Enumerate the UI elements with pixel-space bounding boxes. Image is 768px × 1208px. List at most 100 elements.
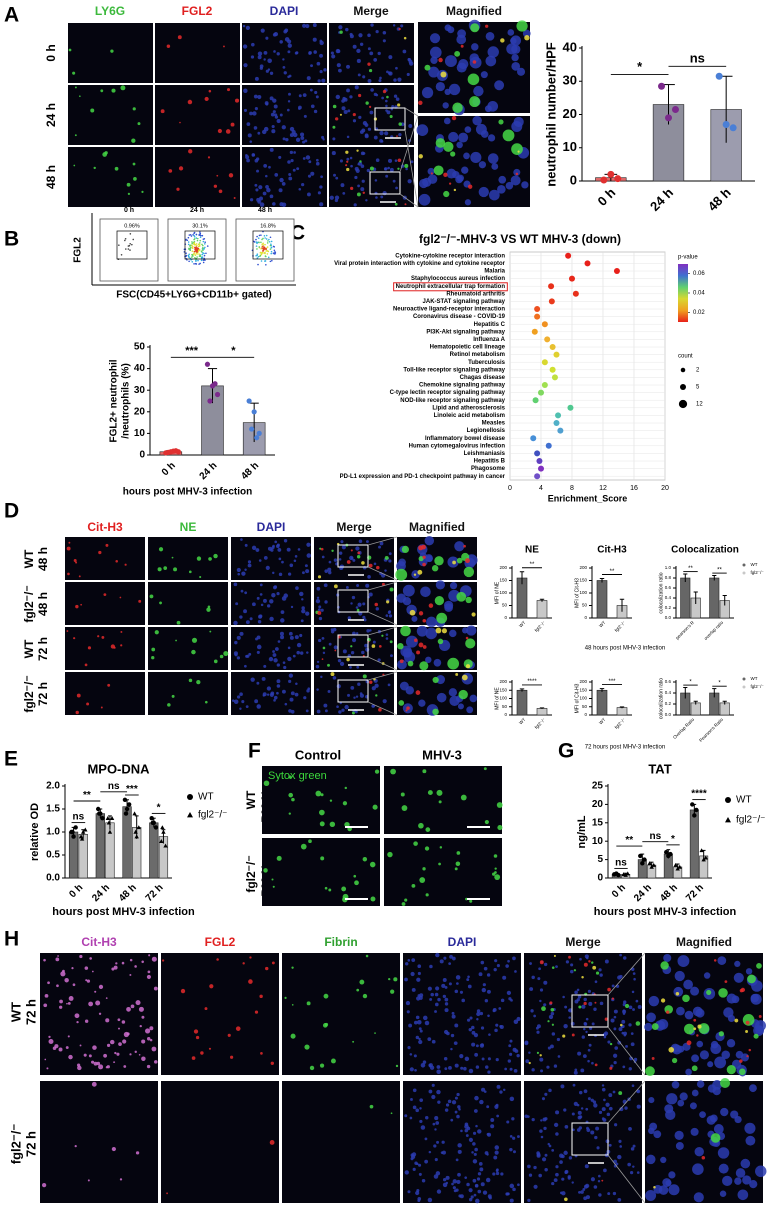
cell bbox=[255, 188, 259, 192]
cell bbox=[315, 664, 320, 669]
cell bbox=[299, 651, 304, 655]
cell bbox=[390, 654, 393, 658]
cell bbox=[98, 1064, 104, 1070]
cell bbox=[576, 1103, 580, 1107]
cell bbox=[530, 1009, 534, 1013]
cell bbox=[578, 1126, 583, 1130]
cell bbox=[506, 990, 512, 995]
cell bbox=[498, 175, 507, 184]
cell bbox=[283, 665, 287, 670]
flow-plot bbox=[99, 218, 159, 282]
cell bbox=[427, 986, 432, 991]
zoom-line bbox=[607, 952, 646, 996]
cell bbox=[607, 1192, 611, 1196]
cell bbox=[336, 705, 339, 709]
cell bbox=[583, 1022, 588, 1026]
cell bbox=[376, 565, 380, 570]
legend-label: 5 bbox=[696, 385, 700, 391]
sig-label: ns bbox=[690, 51, 705, 66]
cell bbox=[422, 867, 426, 871]
cell bbox=[73, 164, 76, 167]
cell bbox=[444, 603, 453, 612]
cell bbox=[323, 703, 328, 708]
bar bbox=[616, 707, 628, 716]
cell bbox=[331, 151, 336, 156]
cell bbox=[468, 1197, 473, 1202]
cell bbox=[191, 637, 198, 643]
cell bbox=[544, 1092, 548, 1096]
cell bbox=[356, 554, 361, 559]
cell bbox=[123, 1065, 127, 1068]
event bbox=[185, 252, 187, 255]
cell bbox=[159, 601, 162, 605]
event bbox=[129, 249, 131, 251]
cell bbox=[455, 975, 461, 980]
cell bbox=[319, 53, 323, 58]
cell bbox=[385, 109, 388, 112]
cell bbox=[173, 567, 178, 572]
cell bbox=[443, 1057, 448, 1061]
cell bbox=[595, 1126, 600, 1131]
zoom-line bbox=[607, 1026, 646, 1076]
cell bbox=[390, 989, 395, 994]
event bbox=[200, 251, 203, 253]
event bbox=[199, 236, 202, 239]
row-label: 72 h bbox=[36, 637, 50, 661]
cell bbox=[265, 966, 269, 971]
data-point bbox=[703, 855, 708, 860]
cell bbox=[240, 589, 244, 593]
cell bbox=[746, 1054, 749, 1058]
cell bbox=[579, 957, 582, 961]
cell bbox=[441, 1140, 445, 1144]
micrograph bbox=[155, 23, 240, 83]
event bbox=[204, 243, 206, 245]
legend-tick-label: 0.06 bbox=[693, 271, 705, 277]
cell bbox=[375, 694, 378, 697]
cell bbox=[553, 1064, 558, 1068]
y-axis-label: ng/mL bbox=[576, 815, 588, 848]
cell bbox=[424, 846, 430, 851]
cell bbox=[533, 1184, 538, 1189]
event bbox=[270, 246, 273, 249]
cell bbox=[353, 203, 357, 207]
cell bbox=[543, 1003, 547, 1007]
data-point bbox=[254, 435, 260, 441]
event bbox=[196, 239, 199, 242]
cell bbox=[138, 1006, 144, 1012]
cell bbox=[389, 640, 393, 644]
micrograph bbox=[148, 627, 228, 670]
cell bbox=[287, 50, 291, 54]
term-label: Rheumatoid arthritis bbox=[446, 291, 505, 297]
event bbox=[264, 260, 267, 262]
micrograph bbox=[161, 953, 279, 1075]
cell bbox=[724, 980, 728, 984]
data-point bbox=[673, 862, 678, 867]
cell bbox=[258, 614, 263, 619]
cell bbox=[445, 1103, 450, 1107]
cell bbox=[434, 1010, 437, 1013]
legend-label: fgl2⁻/⁻ bbox=[751, 684, 765, 689]
event bbox=[190, 258, 192, 261]
data-point bbox=[249, 426, 255, 432]
cell bbox=[91, 1060, 95, 1064]
cell bbox=[576, 998, 580, 1002]
cell bbox=[321, 658, 324, 661]
cell bbox=[388, 552, 392, 556]
cell bbox=[384, 555, 389, 560]
cell bbox=[323, 583, 328, 588]
cell bbox=[735, 1050, 744, 1059]
cell bbox=[126, 1032, 130, 1036]
cell bbox=[630, 1042, 635, 1047]
cell bbox=[546, 1065, 550, 1069]
cell bbox=[470, 151, 482, 164]
cell bbox=[288, 572, 292, 576]
cell bbox=[540, 1069, 544, 1073]
micrograph bbox=[524, 953, 642, 1075]
data-point bbox=[668, 851, 673, 857]
cell bbox=[748, 1048, 752, 1052]
cell bbox=[293, 151, 296, 154]
cell bbox=[410, 160, 414, 164]
cell bbox=[531, 975, 535, 980]
event bbox=[262, 250, 265, 252]
cell bbox=[245, 25, 250, 31]
